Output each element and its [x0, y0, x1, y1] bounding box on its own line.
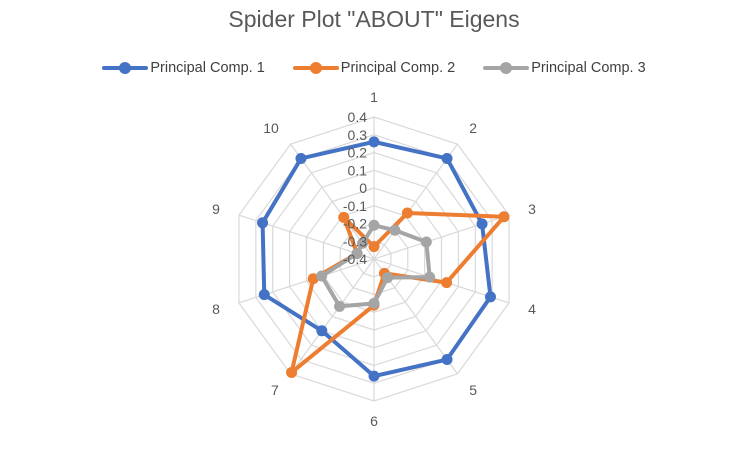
radial-tick-label: -0.3	[343, 233, 367, 249]
series-1-point-10	[295, 152, 307, 164]
radial-tick-label: -0.1	[343, 198, 367, 214]
series-1-point-9	[257, 217, 269, 229]
radial-tick-label: 0.4	[348, 109, 368, 125]
radial-tick-label: 0.3	[348, 127, 368, 143]
series-3-point-10	[357, 237, 369, 249]
axis-label-5: 5	[469, 382, 477, 398]
legend-label-3: Principal Comp. 3	[531, 60, 646, 76]
spoke-7	[290, 258, 375, 375]
series-2-point-1	[368, 241, 380, 253]
series-3-point-1	[368, 219, 380, 231]
series-3-point-9	[351, 248, 363, 260]
radial-tick-label: -0.4	[343, 251, 367, 267]
series-1-point-5	[441, 354, 453, 366]
axis-label-10: 10	[263, 120, 279, 136]
radial-tick-label: 0	[359, 180, 367, 196]
series-1-point-2	[441, 152, 453, 164]
axis-label-9: 9	[212, 201, 220, 217]
series-3-point-2	[389, 224, 401, 236]
series-1-point-1	[368, 136, 380, 148]
series-3-point-6	[368, 297, 380, 309]
legend-swatch-1	[102, 61, 149, 75]
radial-tick-label: -0.2	[343, 216, 367, 232]
axis-label-3: 3	[528, 201, 536, 217]
series-1-point-6	[368, 370, 380, 382]
legend-item-principal-comp-1[interactable]: Principal Comp. 1	[102, 60, 265, 76]
axis-label-2: 2	[469, 120, 477, 136]
series-3-point-4	[424, 271, 436, 283]
radial-tick-label: 0.2	[348, 145, 368, 161]
series-1-point-3	[476, 218, 488, 230]
series-3-point-7	[334, 300, 346, 312]
series-2-point-2	[401, 207, 413, 219]
legend-swatch-2	[292, 61, 339, 75]
legend: Principal Comp. 1 Principal Comp. 2 Prin…	[0, 56, 748, 80]
legend-item-principal-comp-2[interactable]: Principal Comp. 2	[292, 60, 456, 76]
axis-label-7: 7	[271, 382, 279, 398]
series-line-1	[260, 139, 493, 379]
legend-item-principal-comp-3[interactable]: Principal Comp. 3	[483, 60, 646, 76]
series-2-point-10	[338, 211, 350, 223]
series-2-point-7	[286, 366, 298, 378]
series-1-point-7	[316, 325, 328, 337]
series-2-point-8	[307, 273, 319, 285]
legend-swatch-3	[483, 61, 530, 75]
series-3-point-3	[420, 236, 432, 248]
legend-label-1: Principal Comp. 1	[150, 60, 265, 76]
radial-tick-label: 0.1	[348, 162, 368, 178]
axis-label-8: 8	[212, 301, 220, 317]
series-1-point-8	[258, 289, 270, 301]
series-2-point-4	[441, 277, 453, 289]
axis-label-4: 4	[528, 301, 536, 317]
series-2-point-3	[498, 211, 510, 223]
series-3-point-8	[316, 270, 328, 282]
axis-label-6: 6	[370, 413, 378, 429]
legend-label-2: Principal Comp. 2	[340, 60, 456, 76]
series-3-point-5	[382, 272, 394, 284]
spoke-2	[373, 143, 458, 260]
axis-label-1: 1	[370, 89, 378, 105]
chart-title: Spider Plot "ABOUT" Eigens	[228, 6, 520, 32]
series-1-point-4	[484, 291, 496, 303]
